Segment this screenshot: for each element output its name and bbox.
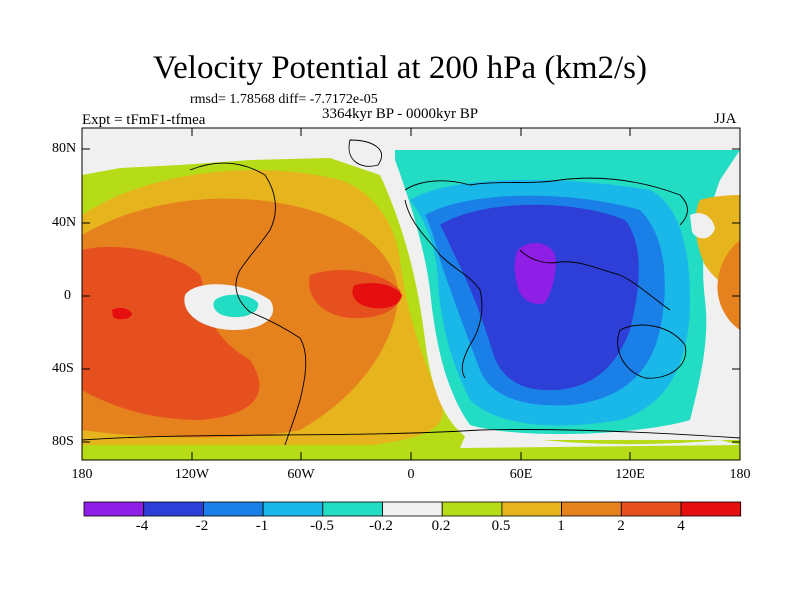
field-violet-core <box>514 243 556 304</box>
field-cyan-central-america <box>213 294 259 318</box>
x-tick-label: 0 <box>407 467 415 482</box>
colorbar-label: -0.2 <box>369 518 393 534</box>
colorbar-label: 2 <box>617 518 625 534</box>
colorbar-swatch <box>83 501 145 517</box>
coast-australia <box>617 324 687 379</box>
coast-antarctica <box>82 429 740 441</box>
colorbar-swatch <box>561 501 622 517</box>
coast-africa <box>404 199 483 379</box>
field-white-east-patch <box>690 213 715 239</box>
x-tick-label: 120E <box>615 467 645 482</box>
colorbar-swatch <box>143 501 204 517</box>
map-title: Velocity Potential at 200 hPa (km2/s) <box>152 50 648 86</box>
colorbar-label: 0.5 <box>491 518 511 534</box>
colorbar-label: 4 <box>677 518 685 534</box>
x-tick-label: 60W <box>287 467 315 482</box>
coast-south-asia <box>519 249 671 311</box>
colorbar-swatch <box>441 501 503 517</box>
field-white-south <box>460 425 740 448</box>
x-tick-label: 60E <box>509 467 533 482</box>
y-tick-label: 0 <box>64 288 71 303</box>
colorbar-label: -2 <box>195 518 209 534</box>
colorbar-label: 0.2 <box>431 518 451 534</box>
coastlines <box>82 139 740 446</box>
season-label: JJA <box>714 111 737 127</box>
experiment-label: Expt = tFmF1-tfmea <box>82 112 206 128</box>
y-tick-label: 80N <box>52 141 77 156</box>
y-tick-label: 40N <box>52 215 77 230</box>
y-tick-label: 40S <box>52 361 74 376</box>
x-tick-label: 180 <box>71 467 93 482</box>
y-tick-label: 80S <box>52 434 74 449</box>
colorbar-swatch <box>382 501 443 517</box>
colorbar-swatch <box>620 501 682 517</box>
colorbar-swatch <box>262 501 324 517</box>
colorbar-swatch <box>501 501 562 517</box>
x-tick-label: 180 <box>729 467 751 482</box>
period-label: 3364kyr BP - 0000kyr BP <box>322 106 479 122</box>
colorbar-label: 1 <box>557 518 565 534</box>
stats-text: rmsd= 1.78568 diff= -7.7172e-05 <box>190 92 378 107</box>
colorbar-label: -1 <box>255 518 269 534</box>
colorbar-swatch <box>202 501 264 517</box>
field-red-pacific <box>112 307 132 320</box>
field-dark-orange-pacific <box>82 246 260 420</box>
coast-greenland <box>348 139 382 167</box>
colorbar-swatch <box>680 501 742 517</box>
colorbar-swatch <box>322 501 383 517</box>
colorbar <box>83 501 742 517</box>
field-orange-east <box>717 240 740 330</box>
x-tick-label: 120W <box>174 467 210 482</box>
contour-field <box>82 128 740 460</box>
coast-americas <box>189 162 307 446</box>
axis-ticks <box>82 128 740 460</box>
field-red-atlantic <box>352 283 402 309</box>
colorbar-label: -4 <box>135 518 149 534</box>
colorbar-label: -0.5 <box>310 518 334 534</box>
coast-eurasia-north <box>404 177 688 226</box>
